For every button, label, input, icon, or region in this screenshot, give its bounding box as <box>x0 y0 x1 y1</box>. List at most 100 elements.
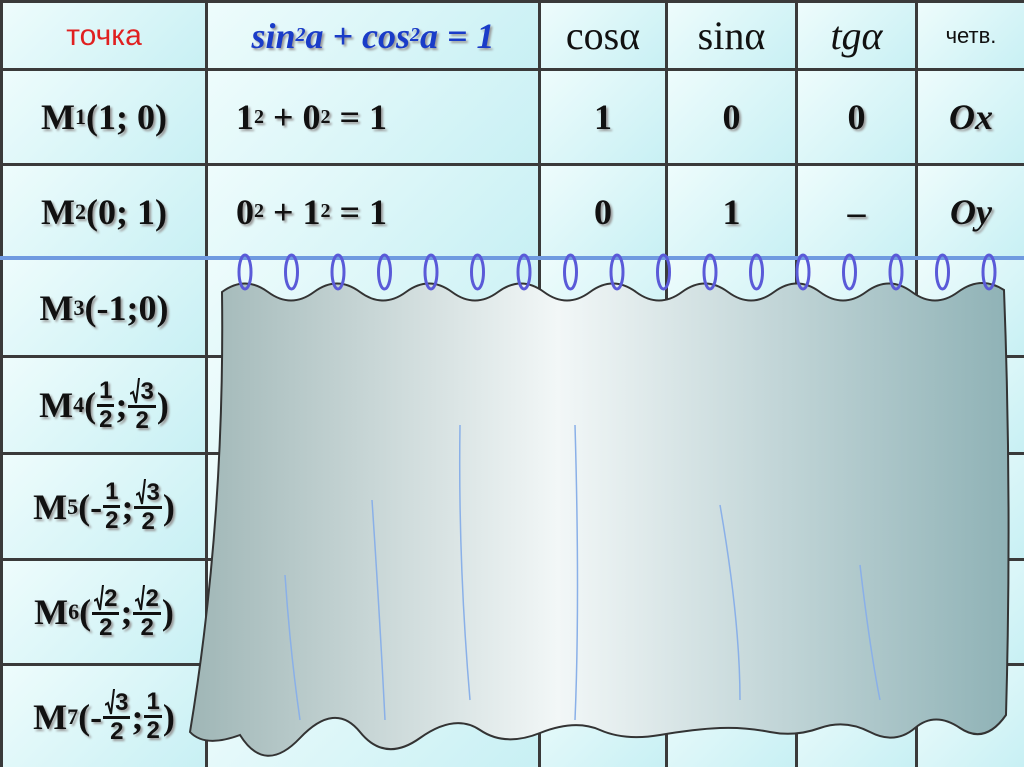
point-cell: M 7 (- 3 2; 1 2) <box>3 666 205 767</box>
formula-part: = 1 <box>330 191 388 232</box>
ring <box>795 253 811 291</box>
point-index: 6 <box>68 599 80 624</box>
ring <box>516 253 532 291</box>
value-cell: 1 <box>668 166 795 257</box>
fraction-num: 3 <box>134 479 162 509</box>
ring <box>237 253 253 291</box>
header-func: tgα <box>830 13 883 58</box>
numerator: 2 <box>145 584 159 612</box>
header-cell: tgα <box>798 3 915 68</box>
formula-part: sin <box>251 15 296 56</box>
point-index: 7 <box>67 703 79 729</box>
header-cell: точка <box>3 3 205 68</box>
value: Ox <box>949 97 993 137</box>
header-func: sinα <box>697 13 766 58</box>
value-cell: 0 <box>668 71 795 163</box>
point-index: 5 <box>67 493 79 519</box>
point-coord: (0; 1) <box>86 191 167 232</box>
ring <box>981 253 997 291</box>
formula-part: a + cos <box>305 15 411 56</box>
denominator: 2 <box>99 613 113 641</box>
value: 1 <box>594 97 612 137</box>
value-cell: Ox <box>918 71 1024 163</box>
formula-part: 2 <box>254 105 264 128</box>
point-coord: ) <box>162 486 175 527</box>
value: 0 <box>594 191 612 232</box>
numerator: 2 <box>104 584 118 612</box>
formula-part: 2 <box>320 200 331 222</box>
formula-part: 1 <box>236 97 254 137</box>
point-coord: ( <box>79 592 92 632</box>
header-cell: четв. <box>918 3 1024 68</box>
radical <box>136 479 147 505</box>
fraction-num: 3 <box>103 689 131 719</box>
value: Oy <box>950 191 992 232</box>
point-letter: M <box>41 191 75 232</box>
denominator: 2 <box>141 508 155 535</box>
numerator: 3 <box>115 689 129 716</box>
formula-part: 2 <box>295 24 306 46</box>
point-coord: (- <box>78 486 103 527</box>
value-cell: – <box>798 166 915 257</box>
point-cell: M 2 (0; 1) <box>3 166 205 257</box>
radical <box>105 689 116 715</box>
fraction-num: 2 <box>92 584 120 615</box>
numerator: 1 <box>99 376 113 404</box>
formula-part: + 1 <box>264 191 321 232</box>
denominator: 2 <box>110 718 124 745</box>
ring <box>470 253 485 291</box>
numerator: 3 <box>146 479 160 506</box>
fraction-num: 1 <box>103 478 121 508</box>
header-func: cosα <box>565 13 641 58</box>
curtain-folds <box>284 424 881 721</box>
formula-part: 2 <box>320 105 331 128</box>
point-coord: ; <box>131 696 144 737</box>
formula-part: + 0 <box>264 97 321 137</box>
value-cell: 1 <box>541 71 665 163</box>
value-cell: 0 <box>798 71 915 163</box>
ring <box>563 253 578 291</box>
ring <box>935 253 950 291</box>
point-coord: ; <box>121 486 134 527</box>
denominator: 2 <box>140 613 154 641</box>
point-coord: ) <box>162 696 175 737</box>
point-coord: (1; 0) <box>86 97 167 137</box>
value: 0 <box>847 97 866 137</box>
ring <box>423 253 439 291</box>
formula-part: 2 <box>254 200 264 222</box>
ring <box>656 253 671 291</box>
point-letter: M <box>33 696 68 737</box>
value: – <box>847 191 866 232</box>
radical <box>135 584 146 610</box>
numerator: 3 <box>140 377 154 405</box>
point-coord: ) <box>161 592 174 632</box>
header-quarter: четв. <box>945 22 997 48</box>
fraction-num: 1 <box>97 376 115 407</box>
point-letter: M <box>41 97 75 137</box>
point-cell: M 3 (-1;0) <box>3 260 205 355</box>
formula-part: a = 1 <box>420 15 495 56</box>
formula-part: = 1 <box>330 97 388 137</box>
header-cell: cosα <box>541 3 665 68</box>
point-index: 4 <box>73 392 85 417</box>
ring <box>842 253 857 291</box>
point-letter: M <box>33 486 68 527</box>
point-letter: M <box>34 592 69 632</box>
point-cell: M 4(1 2; 3 2) <box>3 358 205 452</box>
point-coord: (- <box>78 696 103 737</box>
fraction-num: 3 <box>128 377 156 408</box>
denominator: 2 <box>135 406 149 434</box>
curtain-rings <box>237 253 997 291</box>
point-cell: M 1 (1; 0) <box>3 71 205 163</box>
point-index: 2 <box>75 198 86 224</box>
numerator: 1 <box>105 478 119 505</box>
point-index: 3 <box>73 294 85 320</box>
